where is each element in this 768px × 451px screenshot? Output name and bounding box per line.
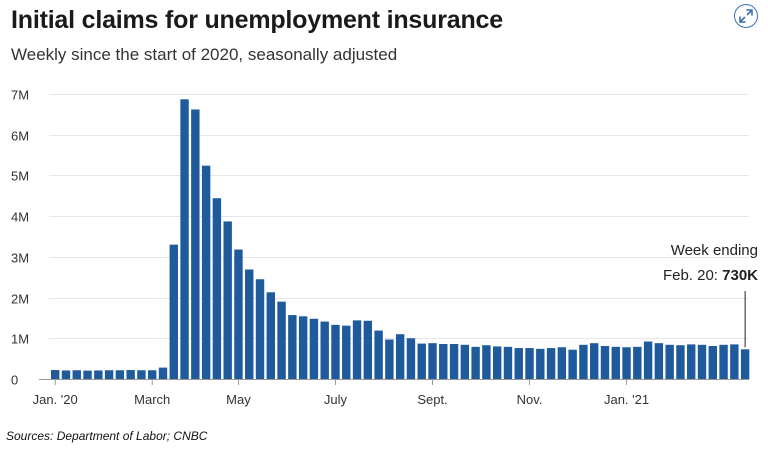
annotation-date: Feb. 20: bbox=[663, 267, 722, 284]
x-tick-label: March bbox=[134, 392, 170, 407]
bar bbox=[611, 346, 620, 379]
bar bbox=[72, 370, 81, 379]
bar bbox=[83, 370, 92, 379]
bar bbox=[374, 330, 383, 379]
bar bbox=[439, 343, 448, 379]
bar bbox=[536, 348, 545, 379]
annotation-line2: Feb. 20: 730K bbox=[663, 267, 758, 284]
bar bbox=[191, 109, 200, 379]
bar bbox=[298, 316, 308, 379]
bar bbox=[514, 348, 523, 379]
bar bbox=[719, 344, 728, 379]
bar bbox=[568, 349, 577, 379]
bar bbox=[417, 343, 426, 379]
bar bbox=[245, 269, 254, 379]
bar bbox=[482, 345, 491, 379]
bar bbox=[428, 343, 437, 379]
bar bbox=[342, 325, 351, 379]
bar bbox=[255, 279, 265, 379]
bar bbox=[654, 343, 664, 379]
bar bbox=[385, 339, 394, 379]
axes: 0 1M 2M 3M 4M 5M 6M 7M Jan. '20 March May July Sept.… bbox=[11, 88, 749, 407]
annotation-line1: Week ending bbox=[671, 242, 758, 259]
bar bbox=[492, 346, 502, 379]
bar bbox=[320, 321, 329, 379]
bar bbox=[633, 346, 642, 379]
y-tick-label: 7M bbox=[11, 88, 29, 103]
bar bbox=[676, 345, 685, 379]
bar bbox=[363, 320, 373, 379]
bar bbox=[622, 347, 631, 379]
bar bbox=[201, 165, 211, 379]
y-tick-label: 1M bbox=[11, 332, 29, 347]
bar bbox=[104, 370, 114, 379]
chart-subtitle: Weekly since the start of 2020, seasonal… bbox=[11, 45, 398, 64]
bar bbox=[180, 99, 189, 379]
bar bbox=[525, 348, 534, 379]
bar bbox=[212, 198, 222, 379]
bar bbox=[471, 346, 480, 379]
bar bbox=[223, 221, 232, 379]
annotation-value: 730K bbox=[722, 267, 758, 284]
x-tick-label: Jan. '21 bbox=[604, 392, 649, 407]
bar bbox=[600, 346, 610, 379]
bar bbox=[643, 341, 653, 379]
bar bbox=[503, 346, 513, 379]
bar bbox=[158, 367, 168, 379]
bar bbox=[665, 344, 674, 379]
bar bbox=[266, 292, 275, 379]
bar bbox=[115, 370, 125, 379]
bar bbox=[51, 370, 60, 379]
bar bbox=[579, 344, 588, 379]
bar bbox=[137, 370, 146, 379]
bar bbox=[730, 344, 739, 379]
annotation: Week ending Feb. 20: 730K bbox=[663, 242, 758, 348]
expand-arrows-icon bbox=[739, 9, 753, 23]
bar bbox=[148, 370, 157, 379]
y-tick-label: 3M bbox=[11, 251, 29, 266]
y-tick-label: 4M bbox=[11, 210, 29, 225]
bar bbox=[94, 370, 103, 379]
y-tick-label: 6M bbox=[11, 129, 29, 144]
x-tick-label: Nov. bbox=[517, 392, 543, 407]
bar bbox=[557, 347, 567, 379]
chart-title: Initial claims for unemployment insuranc… bbox=[11, 6, 503, 34]
bar bbox=[331, 324, 340, 379]
bar bbox=[590, 343, 599, 379]
bar bbox=[406, 338, 416, 379]
bar bbox=[546, 348, 556, 379]
bar bbox=[697, 344, 707, 379]
x-tick-label: May bbox=[226, 392, 251, 407]
bar bbox=[687, 344, 696, 379]
x-tick-label: July bbox=[324, 392, 348, 407]
bar bbox=[61, 370, 71, 379]
bar bbox=[708, 346, 717, 379]
bar bbox=[288, 315, 297, 379]
source-note: Sources: Department of Labor; CNBC bbox=[6, 429, 208, 443]
bars bbox=[51, 99, 750, 379]
bar bbox=[740, 349, 750, 379]
x-tick-label: Jan. '20 bbox=[33, 392, 78, 407]
bar bbox=[460, 344, 470, 379]
bar bbox=[352, 320, 362, 379]
bar bbox=[309, 318, 319, 379]
bar bbox=[126, 370, 135, 379]
y-tick-label: 0 bbox=[11, 373, 18, 388]
bar bbox=[277, 301, 286, 379]
bar bbox=[449, 343, 459, 379]
expand-button[interactable] bbox=[734, 4, 758, 28]
x-tick-label: Sept. bbox=[417, 392, 447, 407]
gridlines bbox=[49, 94, 749, 339]
y-tick-label: 2M bbox=[11, 292, 29, 307]
y-tick-label: 5M bbox=[11, 169, 29, 184]
bar bbox=[234, 249, 243, 379]
bar bbox=[169, 244, 178, 379]
bar bbox=[395, 334, 405, 379]
